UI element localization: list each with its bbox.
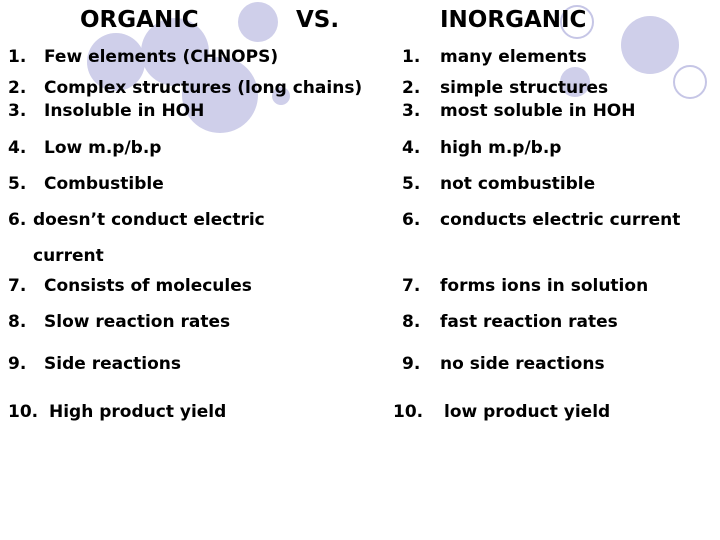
inorganic-number: 5. [402,174,421,194]
organic-number: 4. [8,138,27,158]
decorative-circle [87,33,145,91]
inorganic-number: 3. [402,101,421,121]
organic-item: Low m.p/b.p [44,138,162,158]
organic-number: 8. [8,312,27,332]
decorative-circle [141,18,209,86]
inorganic-number: 9. [402,354,421,374]
decorative-circle [560,5,594,39]
inorganic-item: conducts electric current [440,210,681,230]
decorative-circle [182,57,258,133]
decorative-circle [238,2,278,42]
decorative-circle [560,67,590,97]
inorganic-item: low product yield [444,402,611,422]
inorganic-item: forms ions in solution [440,276,649,296]
inorganic-item: most soluble in HOH [440,101,636,121]
inorganic-item: not combustible [440,174,596,194]
organic-item: Few elements (CHNOPS) [44,47,279,67]
organic-item: Insoluble in HOH [44,101,205,121]
organic-item: High product yield [49,402,227,422]
decorative-circle [621,16,679,74]
organic-item-continuation: current [33,246,104,266]
inorganic-number: 10. [393,402,424,422]
inorganic-item: simple structures [440,78,609,98]
inorganic-item: fast reaction rates [440,312,618,332]
inorganic-item: many elements [440,47,587,67]
organic-number: 9. [8,354,27,374]
organic-item: Consists of molecules [44,276,252,296]
organic-item: Complex structures (long chains) [44,78,363,98]
inorganic-number: 4. [402,138,421,158]
organic-number: 5. [8,174,27,194]
organic-number: 1. [8,47,27,67]
decorative-circle [673,65,707,99]
inorganic-number: 6. [402,210,421,230]
inorganic-number: 7. [402,276,421,296]
decorative-circle [272,87,290,105]
slide-title: ORGANIC VS. INORGANIC [0,7,720,37]
title-inorganic: INORGANIC [440,7,587,33]
organic-number: 10. [8,402,39,422]
title-vs: VS. [296,7,340,33]
organic-number: 6. [8,210,27,230]
organic-number: 7. [8,276,27,296]
organic-number: 2. [8,78,27,98]
organic-item: Slow reaction rates [44,312,231,332]
organic-item: doesn’t conduct electric [33,210,265,230]
inorganic-number: 8. [402,312,421,332]
inorganic-item: no side reactions [440,354,605,374]
inorganic-number: 2. [402,78,421,98]
organic-number: 3. [8,101,27,121]
title-organic: ORGANIC [80,7,199,33]
organic-item: Side reactions [44,354,182,374]
inorganic-number: 1. [402,47,421,67]
inorganic-item: high m.p/b.p [440,138,562,158]
organic-item: Combustible [44,174,164,194]
